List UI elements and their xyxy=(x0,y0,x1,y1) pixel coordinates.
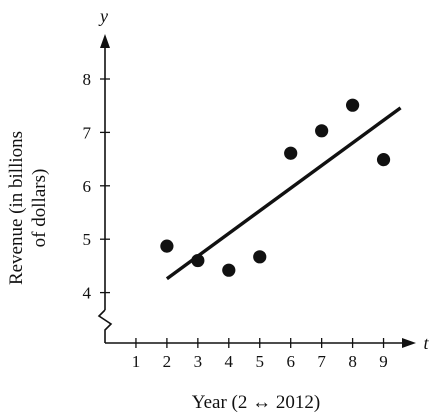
x-tick-label: 7 xyxy=(317,352,326,371)
y-axis-break xyxy=(97,309,113,343)
x-tick-label: 1 xyxy=(132,352,141,371)
y-axis-variable: y xyxy=(98,6,108,26)
x-axis-label: Year (2 ↔ 2012) xyxy=(192,392,320,413)
x-tick-label: 4 xyxy=(225,352,234,371)
data-point xyxy=(284,146,298,160)
x-tick-label: 9 xyxy=(379,352,388,371)
y-tick-label: 5 xyxy=(83,230,92,249)
tick-labels: 1 2 3 4 5 6 7 8 9 4 5 6 7 8 xyxy=(83,70,388,371)
y-axis-arrow xyxy=(100,34,110,48)
y-axis-label-line-2: of dollars) xyxy=(29,169,50,248)
y-tick-label: 8 xyxy=(83,70,92,89)
x-axis-variable: t xyxy=(423,333,429,353)
x-tick-label: 3 xyxy=(194,352,203,371)
data-marks xyxy=(160,98,402,281)
x-tick-label: 8 xyxy=(348,352,357,371)
trend-line xyxy=(165,106,402,281)
data-point xyxy=(191,253,205,268)
data-point xyxy=(315,124,329,138)
data-point xyxy=(253,250,267,264)
data-point xyxy=(222,263,236,277)
tick-marks xyxy=(100,78,385,348)
x-tick-label: 2 xyxy=(163,352,172,371)
x-tick-label: 6 xyxy=(286,352,295,371)
y-tick-label: 6 xyxy=(83,177,92,196)
x-tick-label: 5 xyxy=(256,352,265,371)
data-point xyxy=(160,239,174,253)
axes xyxy=(97,34,416,348)
y-tick-label: 4 xyxy=(83,284,92,303)
y-tick-label: 7 xyxy=(83,123,92,142)
data-point xyxy=(376,153,391,167)
x-axis-arrow xyxy=(402,338,416,348)
data-point xyxy=(346,98,360,112)
y-axis-label-line-1: Revenue (in billions xyxy=(6,131,27,285)
